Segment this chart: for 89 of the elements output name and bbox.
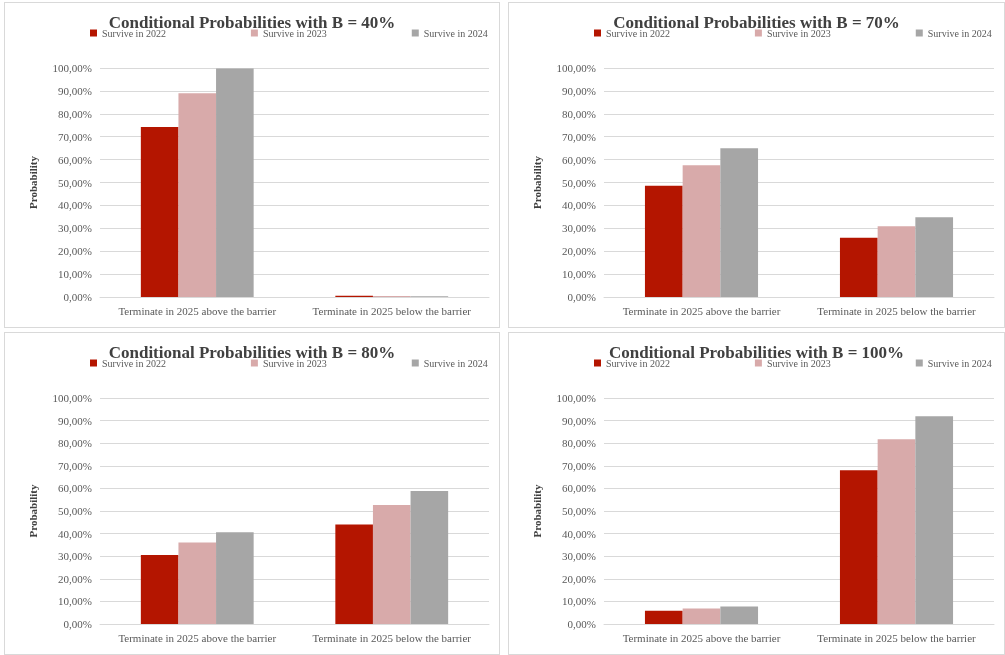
y-tick-label: 60,00%	[562, 482, 596, 495]
y-tick-label: 50,00%	[562, 505, 596, 517]
x-tick-label: Terminate in 2025 below the barrier	[312, 304, 472, 317]
bar	[140, 127, 179, 297]
bar	[178, 93, 217, 297]
y-axis-title: Probability	[26, 484, 39, 538]
legend-label: Survive in 2024	[423, 357, 488, 369]
y-axis-title: Probability	[530, 155, 543, 209]
y-tick-label: 30,00%	[562, 550, 596, 563]
bar	[335, 524, 373, 624]
y-tick-label: 20,00%	[562, 572, 596, 585]
y-tick-label: 90,00%	[562, 84, 596, 97]
y-tick-label: 60,00%	[58, 153, 92, 166]
bar	[682, 608, 721, 624]
y-tick-label: 30,00%	[562, 222, 596, 235]
bar	[915, 217, 954, 297]
bar	[178, 542, 217, 624]
legend-label: Survive in 2022	[102, 357, 166, 369]
y-tick-label: 50,00%	[58, 505, 92, 517]
y-tick-label: 20,00%	[562, 245, 596, 258]
y-tick-label: 80,00%	[58, 437, 92, 450]
y-tick-label: 40,00%	[58, 527, 92, 540]
y-tick-label: 80,00%	[58, 107, 92, 120]
y-axis-title: Probability	[26, 155, 39, 209]
y-tick-label: 0,00%	[567, 291, 596, 303]
y-tick-label: 0,00%	[567, 618, 596, 630]
bar	[410, 491, 449, 624]
y-tick-label: 30,00%	[58, 550, 92, 563]
y-tick-label: 100,00%	[556, 392, 596, 404]
y-tick-label: 50,00%	[58, 176, 92, 189]
legend-label: Survive in 2024	[423, 27, 488, 39]
y-tick-label: 10,00%	[562, 595, 596, 608]
y-axis-title: Probability	[530, 484, 543, 538]
y-tick-label: 70,00%	[58, 459, 92, 472]
y-tick-label: 10,00%	[58, 595, 92, 608]
x-tick-label: Terminate in 2025 above the barrier	[118, 304, 277, 317]
legend-label: Survive in 2023	[766, 357, 831, 369]
y-tick-label: 10,00%	[562, 268, 596, 281]
y-tick-label: 10,00%	[58, 268, 92, 281]
legend-label: Survive in 2023	[262, 357, 327, 369]
y-tick-label: 50,00%	[562, 176, 596, 189]
y-tick-label: 40,00%	[562, 527, 596, 540]
bar	[915, 416, 954, 624]
x-tick-label: Terminate in 2025 below the barrier	[817, 631, 977, 644]
y-tick-label: 70,00%	[58, 130, 92, 143]
y-tick-label: 40,00%	[58, 199, 92, 212]
legend-label: Survive in 2024	[927, 357, 992, 369]
y-tick-label: 20,00%	[58, 572, 92, 585]
bar	[720, 606, 759, 624]
legend-label: Survive in 2024	[927, 27, 992, 39]
y-tick-label: 100,00%	[52, 62, 92, 74]
y-tick-label: 90,00%	[562, 414, 596, 427]
bar	[682, 165, 721, 297]
y-tick-label: 20,00%	[58, 245, 92, 258]
y-tick-label: 80,00%	[562, 437, 596, 450]
y-tick-label: 80,00%	[562, 107, 596, 120]
bar	[140, 555, 179, 624]
bar	[644, 610, 683, 624]
bar	[720, 148, 759, 297]
bar	[216, 68, 254, 297]
bar	[839, 470, 878, 624]
legend-label: Survive in 2022	[606, 357, 670, 369]
y-tick-label: 0,00%	[63, 618, 92, 630]
y-tick-label: 40,00%	[562, 199, 596, 212]
bar	[839, 237, 878, 297]
y-tick-label: 100,00%	[556, 62, 596, 74]
x-tick-label: Terminate in 2025 above the barrier	[622, 631, 781, 644]
y-tick-label: 60,00%	[562, 153, 596, 166]
x-tick-label: Terminate in 2025 below the barrier	[817, 304, 977, 317]
bar	[216, 532, 254, 624]
y-tick-label: 0,00%	[63, 291, 92, 303]
y-tick-label: 60,00%	[58, 482, 92, 495]
bar	[644, 185, 683, 297]
bar	[877, 439, 916, 624]
bar	[877, 226, 916, 297]
y-tick-label: 30,00%	[58, 222, 92, 235]
y-tick-label: 70,00%	[562, 459, 596, 472]
x-tick-label: Terminate in 2025 above the barrier	[622, 304, 781, 317]
bar	[372, 505, 411, 624]
y-tick-label: 90,00%	[58, 84, 92, 97]
legend-label: Survive in 2023	[766, 27, 831, 39]
y-tick-label: 90,00%	[58, 414, 92, 427]
y-tick-label: 70,00%	[562, 130, 596, 143]
legend-label: Survive in 2022	[102, 27, 166, 39]
y-tick-label: 100,00%	[52, 392, 92, 404]
x-tick-label: Terminate in 2025 above the barrier	[118, 631, 277, 644]
legend-label: Survive in 2023	[262, 27, 327, 39]
legend-label: Survive in 2022	[606, 27, 670, 39]
x-tick-label: Terminate in 2025 below the barrier	[312, 631, 472, 644]
